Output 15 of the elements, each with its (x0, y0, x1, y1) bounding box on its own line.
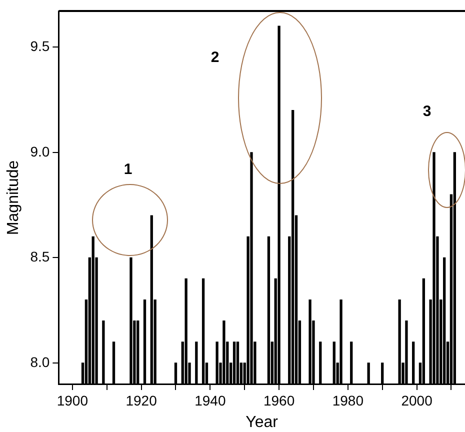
x-tick-label: 1920 (126, 392, 158, 408)
x-tick-label: 1940 (194, 392, 226, 408)
x-tick-label: 1980 (332, 392, 364, 408)
x-axis-title: Year (246, 414, 279, 431)
annotation: 3 (422, 102, 432, 122)
x-tick-label: 1960 (263, 392, 295, 408)
x-tick-label: 1900 (56, 392, 88, 408)
x-tick-label: 2000 (401, 392, 433, 408)
annotation: 1 (122, 160, 134, 180)
annotation: 2 (210, 48, 220, 68)
y-tick-label: 9.0 (30, 143, 50, 160)
y-tick-label: 9.5 (30, 38, 50, 54)
y-tick-label: 8.0 (30, 354, 50, 370)
y-tick-label: 8.5 (30, 248, 50, 265)
y-axis-title: Magnitude (5, 160, 22, 236)
